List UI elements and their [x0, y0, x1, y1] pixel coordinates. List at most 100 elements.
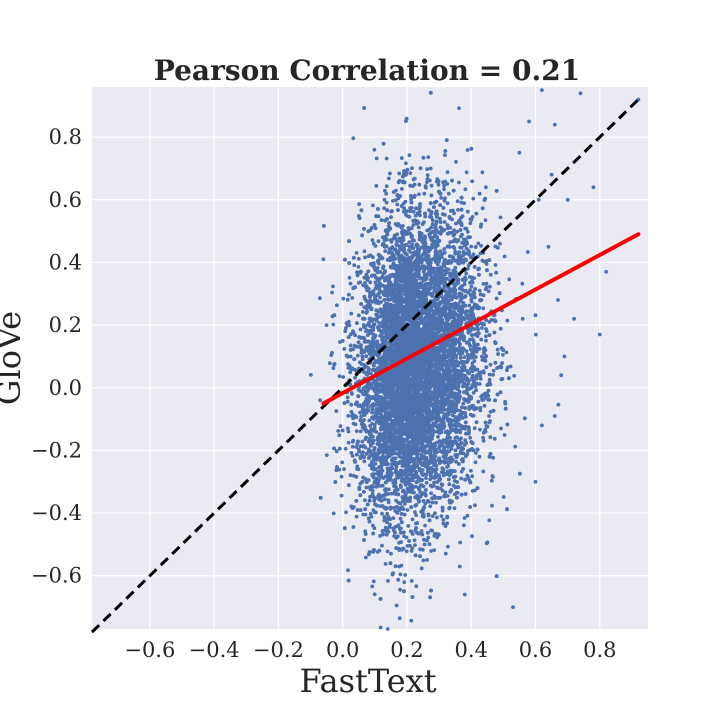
scatter-point	[425, 558, 429, 562]
scatter-point	[494, 296, 499, 301]
scatter-point	[409, 549, 414, 553]
scatter-point	[343, 329, 348, 334]
scatter-point	[381, 141, 386, 146]
scatter-point	[399, 156, 404, 161]
scatter-point	[512, 373, 517, 378]
scatter-point	[417, 192, 421, 197]
scatter-point	[407, 153, 412, 158]
scatter-point	[400, 187, 404, 191]
scatter-point	[351, 525, 356, 529]
scatter-point	[459, 476, 464, 481]
scatter-point	[348, 473, 353, 478]
scatter-point	[478, 427, 482, 432]
scatter-point	[439, 196, 444, 200]
scatter-point	[364, 354, 369, 359]
scatter-point	[359, 343, 363, 347]
scatter-point	[471, 196, 476, 201]
scatter-point	[345, 395, 350, 400]
scatter-point	[395, 202, 400, 207]
scatter-point	[422, 257, 426, 261]
scatter-point	[408, 258, 413, 263]
scatter-point	[499, 426, 503, 431]
scatter-point	[351, 438, 356, 443]
scatter-point	[470, 413, 475, 418]
scatter-point	[394, 603, 399, 608]
scatter-point	[358, 280, 362, 285]
scatter-point	[445, 460, 449, 465]
scatter-point	[367, 418, 372, 423]
scatter-point	[473, 460, 478, 465]
scatter-point	[337, 374, 342, 379]
scatter-point	[388, 171, 392, 176]
scatter-point	[373, 502, 377, 507]
scatter-point	[346, 440, 351, 445]
scatter-point	[462, 516, 467, 520]
scatter-point	[436, 182, 441, 187]
scatter-point	[470, 355, 475, 360]
scatter-point	[405, 209, 409, 214]
scatter-point	[340, 460, 345, 465]
scatter-point	[332, 362, 336, 367]
scatter-point	[491, 368, 496, 373]
scatter-point	[476, 399, 481, 404]
scatter-point	[472, 276, 476, 280]
scatter-point	[357, 485, 362, 490]
scatter-point	[364, 555, 368, 560]
scatter-point	[451, 475, 456, 480]
scatter-point	[488, 409, 493, 414]
scatter-point	[417, 182, 422, 187]
scatter-point	[356, 265, 361, 269]
scatter-point	[341, 375, 346, 379]
scatter-point	[423, 214, 428, 219]
scatter-point	[309, 373, 313, 377]
scatter-point	[398, 516, 403, 521]
scatter-point	[473, 503, 477, 508]
scatter-point	[439, 514, 444, 518]
scatter-point	[408, 543, 412, 548]
scatter-point	[462, 390, 466, 394]
scatter-point	[477, 454, 482, 459]
scatter-point	[447, 477, 451, 482]
scatter-point	[397, 564, 402, 569]
scatter-point	[460, 240, 465, 245]
scatter-point	[384, 200, 389, 205]
scatter-point	[487, 414, 491, 418]
scatter-point	[364, 372, 369, 377]
scatter-point	[470, 534, 474, 539]
scatter-point	[354, 429, 359, 433]
scatter-point	[442, 220, 447, 224]
scatter-point	[410, 532, 415, 536]
scatter-point	[461, 401, 466, 406]
scatter-point	[470, 474, 475, 479]
scatter-point	[498, 215, 503, 220]
scatter-point	[471, 390, 476, 395]
scatter-point	[467, 431, 471, 436]
scatter-point	[520, 281, 525, 286]
scatter-point	[470, 215, 475, 219]
scatter-point	[488, 362, 493, 367]
scatter-point	[474, 451, 478, 455]
scatter-point	[378, 534, 382, 538]
scatter-point	[387, 221, 391, 225]
scatter-point	[402, 580, 407, 585]
scatter-point	[364, 485, 369, 490]
scatter-point	[454, 160, 458, 164]
scatter-point	[442, 247, 447, 251]
scatter-point	[425, 180, 429, 185]
scatter-point	[416, 225, 421, 230]
scatter-point	[342, 467, 346, 471]
scatter-point	[433, 511, 437, 516]
scatter-point	[432, 548, 437, 552]
scatter-point	[439, 482, 444, 486]
scatter-point	[435, 515, 439, 520]
scatter-point	[469, 217, 474, 222]
scatter-point	[413, 543, 417, 547]
scatter-point	[394, 188, 398, 193]
scatter-point	[505, 368, 509, 373]
scatter-point	[366, 516, 371, 521]
scatter-point	[440, 508, 445, 513]
scatter-point	[414, 584, 419, 589]
scatter-point	[425, 468, 430, 472]
scatter-point	[372, 592, 377, 597]
